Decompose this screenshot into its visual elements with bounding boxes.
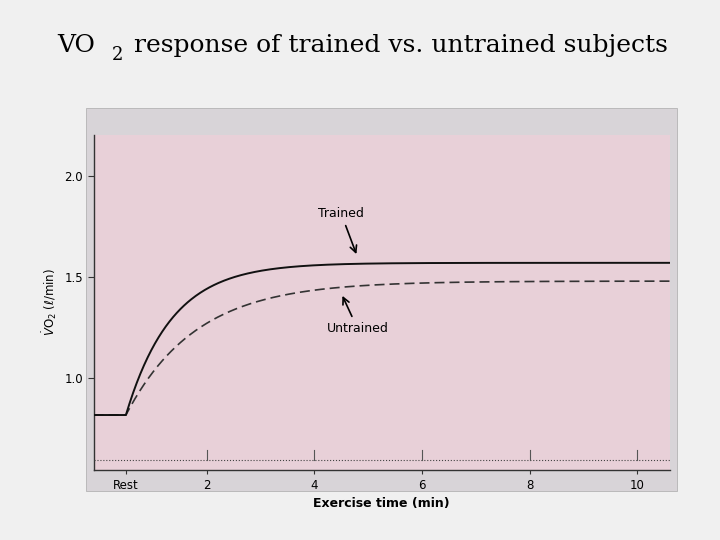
Text: VO: VO: [58, 34, 96, 57]
Text: Untrained: Untrained: [326, 298, 388, 335]
X-axis label: Exercise time (min): Exercise time (min): [313, 497, 450, 510]
Y-axis label: $\dot{V}$O$_2$ $(\ell$/min): $\dot{V}$O$_2$ $(\ell$/min): [40, 268, 59, 336]
Text: Trained: Trained: [318, 207, 364, 252]
Text: 2: 2: [112, 46, 123, 64]
Text: response of trained vs. untrained subjects: response of trained vs. untrained subjec…: [126, 34, 668, 57]
